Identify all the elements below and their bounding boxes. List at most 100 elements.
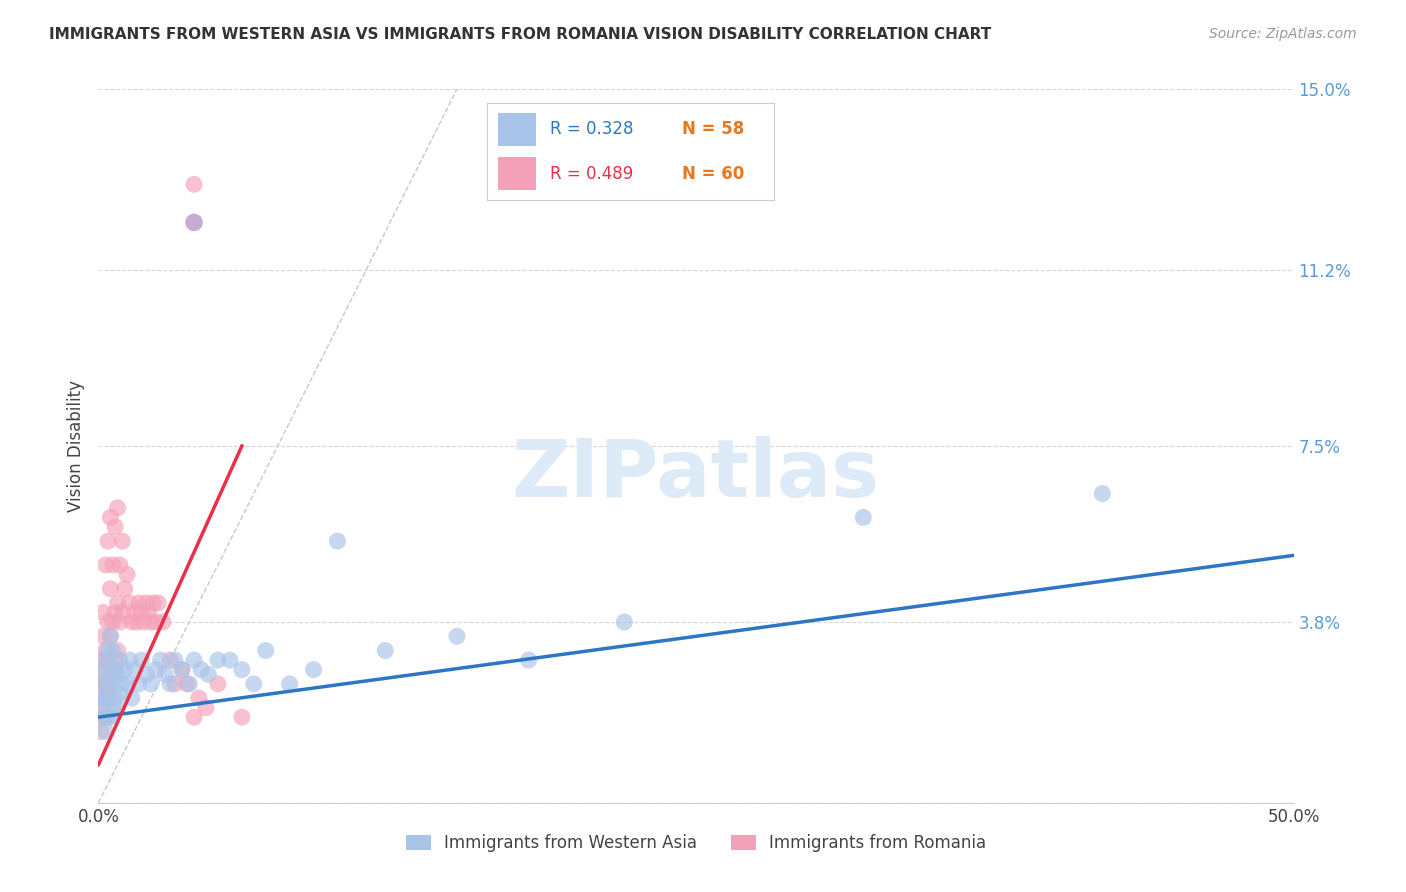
Point <box>1091 486 1114 500</box>
Point <box>852 510 875 524</box>
Point <box>108 558 131 572</box>
Point <box>98 691 122 706</box>
Point <box>98 510 122 524</box>
Point <box>326 534 349 549</box>
Point <box>107 500 129 515</box>
Point <box>91 691 114 706</box>
Point <box>94 643 117 657</box>
Point <box>91 663 114 677</box>
Point <box>94 558 117 572</box>
Point <box>101 700 124 714</box>
Point <box>243 677 266 691</box>
Point <box>90 700 112 714</box>
Point <box>145 663 167 677</box>
Point <box>302 663 325 677</box>
Point <box>128 677 150 691</box>
Point <box>91 663 114 677</box>
Point <box>125 615 148 629</box>
Point <box>94 677 117 691</box>
Point <box>111 677 134 691</box>
Point <box>172 663 194 677</box>
Point <box>131 606 153 620</box>
Point <box>159 653 181 667</box>
Point <box>139 677 162 691</box>
Point <box>278 677 301 691</box>
Point <box>132 615 155 629</box>
Point <box>231 663 253 677</box>
Point <box>187 691 209 706</box>
Point <box>101 643 124 657</box>
Point <box>139 615 162 629</box>
Point <box>90 677 112 691</box>
Point <box>115 567 138 582</box>
Point <box>114 663 136 677</box>
Point <box>190 663 212 677</box>
Point <box>90 724 112 739</box>
Point <box>107 643 129 657</box>
Point <box>613 615 636 629</box>
Point <box>114 582 136 596</box>
Point <box>98 677 122 691</box>
Point <box>97 615 120 629</box>
Point <box>135 596 157 610</box>
Point <box>155 667 177 681</box>
Point <box>183 710 205 724</box>
Point <box>374 643 396 657</box>
Point <box>446 629 468 643</box>
Point <box>94 653 117 667</box>
Point <box>231 710 253 724</box>
Text: Source: ZipAtlas.com: Source: ZipAtlas.com <box>1209 27 1357 41</box>
Point <box>183 653 205 667</box>
Point <box>104 653 127 667</box>
Point <box>98 710 122 724</box>
Point <box>108 653 131 667</box>
Point <box>207 653 229 667</box>
Point <box>108 615 131 629</box>
Point <box>97 691 120 706</box>
Point <box>104 691 127 706</box>
Point <box>111 534 134 549</box>
Point <box>98 582 122 596</box>
Point <box>98 663 122 677</box>
Point <box>159 677 181 691</box>
Point <box>101 558 124 572</box>
Point <box>128 596 150 610</box>
Point <box>152 615 174 629</box>
Point <box>254 643 277 657</box>
Point <box>91 606 114 620</box>
Point <box>197 667 219 681</box>
Text: ZIPatlas: ZIPatlas <box>512 435 880 514</box>
Point <box>97 677 120 691</box>
Point <box>91 710 114 724</box>
Point <box>101 663 124 677</box>
Point <box>121 691 143 706</box>
Point <box>91 710 114 724</box>
Point <box>176 677 198 691</box>
Point <box>97 643 120 657</box>
Legend: Immigrants from Western Asia, Immigrants from Romania: Immigrants from Western Asia, Immigrants… <box>399 828 993 859</box>
Point <box>94 724 117 739</box>
Point <box>94 710 117 724</box>
Point <box>207 677 229 691</box>
Point <box>107 700 129 714</box>
Point <box>138 606 160 620</box>
Point <box>97 710 120 724</box>
Point <box>91 691 114 706</box>
Point <box>163 677 186 691</box>
Point <box>131 653 153 667</box>
Point <box>219 653 242 667</box>
Point <box>163 653 186 667</box>
Text: IMMIGRANTS FROM WESTERN ASIA VS IMMIGRANTS FROM ROMANIA VISION DISABILITY CORREL: IMMIGRANTS FROM WESTERN ASIA VS IMMIGRAN… <box>49 27 991 42</box>
Point <box>111 606 134 620</box>
Point <box>97 653 120 667</box>
Point <box>101 615 124 629</box>
Point <box>101 672 124 686</box>
Point <box>183 215 205 229</box>
Point <box>149 653 172 667</box>
Point <box>118 653 141 667</box>
Point <box>98 629 122 643</box>
Point <box>90 653 112 667</box>
Point <box>108 686 131 700</box>
Point <box>104 663 127 677</box>
Point <box>124 606 146 620</box>
